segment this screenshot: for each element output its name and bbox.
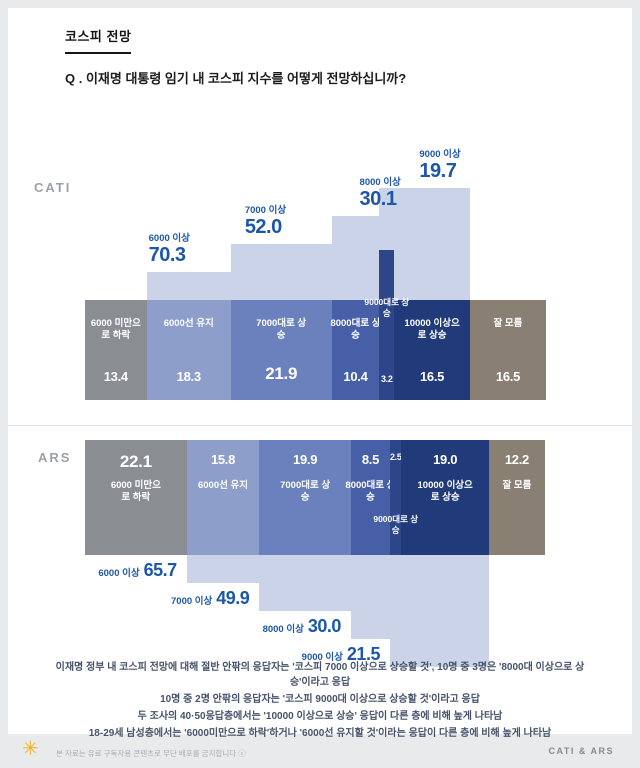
cumulative-label-value: 30.1 xyxy=(359,187,397,210)
summary-line: 이재명 정부 내 코스피 전망에 대해 절반 안팎의 응답자는 '코스피 700… xyxy=(55,662,585,688)
series-label-ars: ARS xyxy=(38,450,72,465)
cumulative-step-band xyxy=(230,244,470,272)
segment-label-overflow: 9000대로 상승 xyxy=(364,297,410,319)
cumulative-label-text: 6000 이상 xyxy=(148,233,190,244)
cumulative-label-value: 65.7 xyxy=(143,560,178,580)
cumulative-label-text: 9000 이상 xyxy=(301,652,343,663)
page-title: 코스피 전망 xyxy=(65,26,132,54)
summary-line: 10명 중 2명 안팎의 응답자는 '코스피 9000대 이상으로 상승할 것'… xyxy=(160,694,480,705)
segment-value: 19.0 xyxy=(433,452,458,467)
segment-value: 3.2 xyxy=(380,374,393,384)
segment-label: 잘 모름 xyxy=(502,480,532,491)
cumulative-step-band xyxy=(146,272,470,300)
cumulative-step-band xyxy=(331,216,470,244)
cumulative-label-value: 70.3 xyxy=(148,243,186,266)
segment-label: 8000대로 상승 xyxy=(330,318,381,342)
cumulative-label: 8000 이상 30.0 xyxy=(161,616,342,637)
cumulative-label-value: 52.0 xyxy=(244,215,282,238)
segment-value: 16.5 xyxy=(495,369,521,384)
cumulative-label-value: 21.5 xyxy=(346,644,381,664)
segment-value: 13.4 xyxy=(103,369,128,384)
cati-segment-2: 7000대로 상승 21.9 xyxy=(230,300,332,400)
ars-segment-1: 6000선 유지 15.8 xyxy=(186,440,260,555)
publisher-logo-icon: ✳ xyxy=(22,738,39,760)
segment-value: 22.1 xyxy=(119,452,152,471)
segment-label: 7000대로 상승 xyxy=(256,318,307,342)
ars-segment-3: 8000대로 상승 8.5 xyxy=(345,440,395,555)
cumulative-label: 8000 이상 30.1 xyxy=(360,178,401,210)
segment-label: 10000 이상으로 상승 xyxy=(404,318,460,342)
segment-value: 10.4 xyxy=(343,369,368,384)
segment-label: 8000대로 상승 xyxy=(345,480,396,504)
cumulative-label: 7000 이상 52.0 xyxy=(245,206,286,238)
ars-segment-5: 10000 이상으로 상승 19.0 xyxy=(401,440,489,555)
footer-disclaimer: 본 자료는 유료 구독자용 콘텐츠로 무단 배포를 금지합니다 ⓒ xyxy=(56,749,246,758)
cumulative-step-band xyxy=(350,611,489,639)
segment-value: 15.8 xyxy=(210,452,236,467)
cumulative-step-band xyxy=(379,188,470,216)
cumulative-label: 7000 이상 49.9 xyxy=(69,588,250,609)
segment-value: 12.2 xyxy=(504,452,529,467)
segment-label: 6000 미만으로 하락 xyxy=(90,318,141,342)
segment-label: 6000선 유지 xyxy=(197,480,248,491)
cati-segment-3: 8000대로 상승 10.4 xyxy=(330,300,380,400)
cati-segment-1: 6000선 유지 18.3 xyxy=(146,300,231,400)
segment-value: 21.9 xyxy=(265,364,298,383)
segment-extension xyxy=(379,250,395,300)
cumulative-label-text: 7000 이상 xyxy=(244,205,287,216)
cumulative-label-text: 6000 이상 xyxy=(98,568,140,579)
cati-segment-5: 10000 이상으로 상승 16.5 xyxy=(394,300,470,400)
segment-value: 18.3 xyxy=(176,369,201,384)
cumulative-step-band xyxy=(259,583,489,611)
ars-segment-4: 2.5 xyxy=(389,440,402,555)
segment-label-overflow: 9000대로 상승 xyxy=(373,514,419,536)
cati-segment-6: 잘 모름 16.5 xyxy=(470,300,546,400)
cumulative-label-value: 49.9 xyxy=(216,588,250,608)
cumulative-label: 6000 이상 70.3 xyxy=(149,234,190,266)
summary-line: 18-29세 남성층에서는 '6000미만으로 하락'하거나 '6000선 유지… xyxy=(88,728,552,739)
segment-label: 잘 모름 xyxy=(493,318,523,329)
cumulative-label-text: 8000 이상 xyxy=(359,177,401,188)
segment-label: 6000 미만으로 하락 xyxy=(110,480,161,504)
segment-value: 8.5 xyxy=(361,452,379,467)
cumulative-step-band xyxy=(389,639,489,667)
segment-value: 2.5 xyxy=(389,452,402,462)
segment-label: 10000 이상으로 상승 xyxy=(417,480,473,504)
segment-label: 7000대로 상승 xyxy=(280,480,331,504)
segment-value: 19.9 xyxy=(293,452,318,467)
summary-block: 이재명 정부 내 코스피 전망에 대해 절반 안팎의 응답자는 '코스피 700… xyxy=(50,660,590,743)
segment-value: 16.5 xyxy=(420,369,445,384)
cati-segment-4: 3.2 xyxy=(379,300,395,400)
cumulative-label-text: 8000 이상 xyxy=(262,624,304,635)
footer-method-label: CATI & ARS xyxy=(548,746,614,756)
survey-question: Q . 이재명 대통령 임기 내 코스피 지수를 어떻게 전망하십니까? xyxy=(65,71,407,86)
cumulative-label-value: 19.7 xyxy=(419,159,457,182)
cati-segment-0: 6000 미만으로 하락 13.4 xyxy=(85,300,147,400)
cumulative-label: 9000 이상 19.7 xyxy=(419,150,460,182)
ars-segment-6: 잘 모름 12.2 xyxy=(488,440,545,555)
cumulative-step-band xyxy=(186,555,489,583)
cumulative-label-text: 9000 이상 xyxy=(419,149,461,160)
cumulative-label: 6000 이상 65.7 xyxy=(0,560,177,581)
cumulative-label-text: 7000 이상 xyxy=(171,596,213,607)
series-label-cati: CATI xyxy=(34,180,72,195)
chart-divider xyxy=(8,425,632,426)
cumulative-label-value: 30.0 xyxy=(307,616,342,636)
ars-segment-2: 7000대로 상승 19.9 xyxy=(259,440,351,555)
cumulative-label: 9000 이상 21.5 xyxy=(200,644,381,665)
summary-line: 두 조사의 40·50응답층에서는 '10000 이상으로 상승' 응답이 다른… xyxy=(137,711,503,722)
ars-segment-0: 6000 미만으로 하락 22.1 xyxy=(85,440,187,555)
segment-label: 6000선 유지 xyxy=(163,318,214,329)
